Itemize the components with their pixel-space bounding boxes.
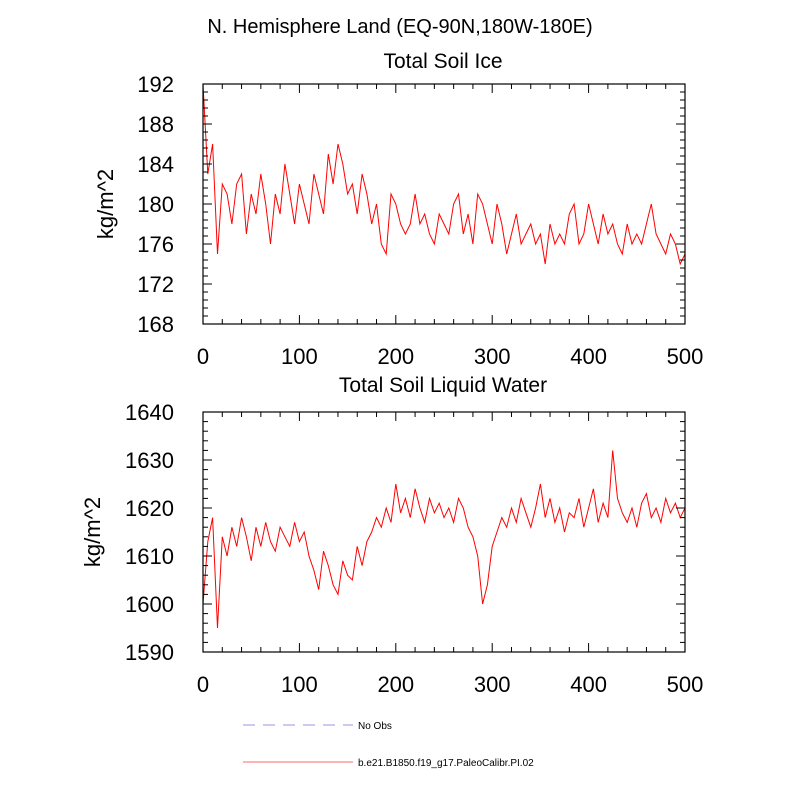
y-tick-label: 192: [137, 72, 174, 97]
y-axis-label: kg/m^2: [93, 169, 118, 239]
plot-area: 0 100 200 300 400 500 168 172 176 180 184 188 192: [137, 72, 703, 369]
y-tick-label: 1640: [125, 400, 174, 425]
y-tick-label: 176: [137, 232, 174, 257]
plot-frame: [202, 83, 686, 325]
x-tick-label: 400: [570, 344, 607, 369]
panel-soil-ice: Total Soil Ice kg/m^2 0 100 200 300 400 500 16…: [93, 50, 703, 369]
y-tick-label: 1620: [125, 496, 174, 521]
x-tick-label: 0: [197, 672, 209, 697]
y-tick-label: 172: [137, 272, 174, 297]
panel-soil-liquid-water: Total Soil Liquid Water kg/m^2 0 100 200 30…: [80, 374, 703, 697]
series-line: [202, 450, 686, 629]
y-axis-label: kg/m^2: [80, 497, 105, 567]
main-title: N. Hemisphere Land (EQ-90N,180W-180E): [207, 16, 592, 38]
x-tick-label: 100: [281, 344, 318, 369]
x-tick-label: 300: [474, 672, 511, 697]
y-tick-label: 184: [137, 152, 174, 177]
x-tick-label: 100: [281, 672, 318, 697]
y-tick-label: 1630: [125, 448, 174, 473]
x-tick-label: 0: [197, 344, 209, 369]
y-tick-label: 180: [137, 192, 174, 217]
plot-area: 0 100 200 300 400 500 1590 1600 1610 1620 1630 1640: [125, 400, 703, 697]
x-tick-label: 500: [667, 672, 704, 697]
x-tick-label: 200: [377, 672, 414, 697]
y-tick-label: 1590: [125, 640, 174, 665]
x-tick-label: 400: [570, 672, 607, 697]
legend: No Obs b.e21.B1850.f19_g17.PaleoCalibr.P…: [243, 721, 534, 769]
y-tick-label: 188: [137, 112, 174, 137]
legend-label-no-obs: No Obs: [358, 721, 392, 732]
x-tick-label: 200: [377, 344, 414, 369]
x-tick-label: 500: [667, 344, 704, 369]
legend-label-model-run: b.e21.B1850.f19_g17.PaleoCalibr.PI.02: [358, 758, 534, 769]
panel-title: Total Soil Ice: [383, 50, 502, 73]
y-tick-label: 1600: [125, 592, 174, 617]
series-line: [202, 83, 686, 266]
y-tick-label: 1610: [125, 544, 174, 569]
y-tick-label: 168: [137, 312, 174, 337]
x-tick-label: 300: [474, 344, 511, 369]
plot-frame: [202, 411, 686, 653]
panel-title: Total Soil Liquid Water: [339, 374, 547, 397]
